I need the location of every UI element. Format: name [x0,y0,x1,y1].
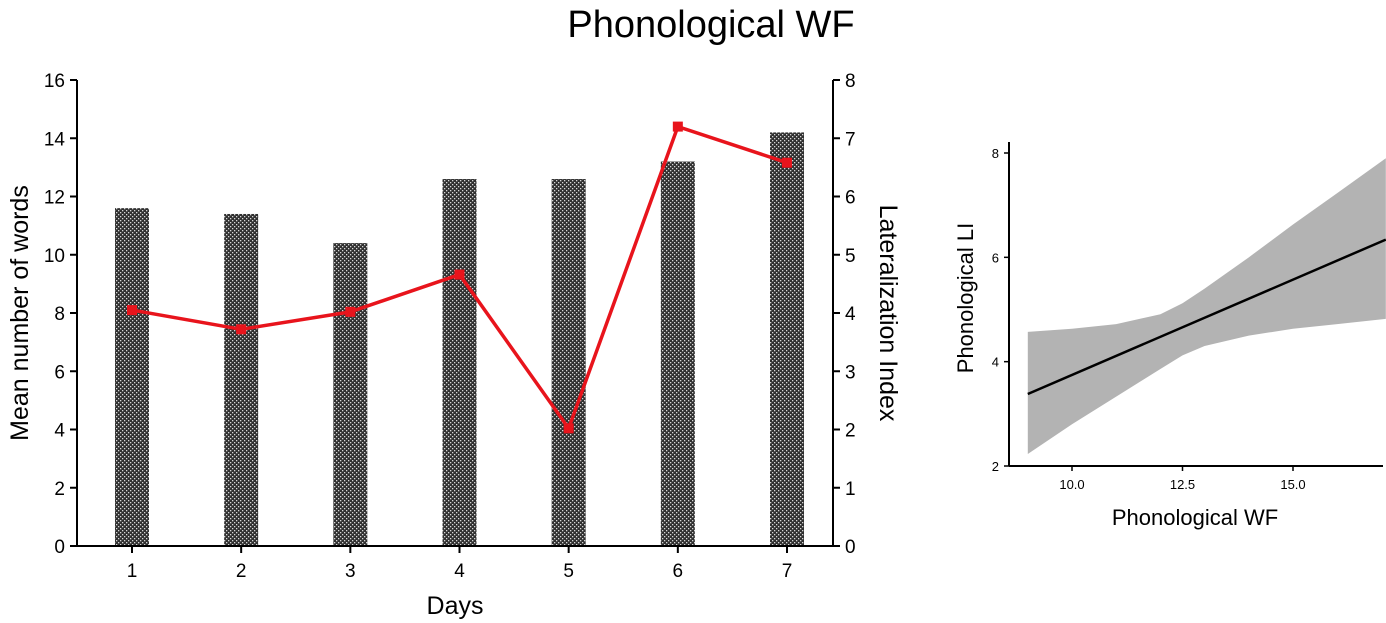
y-tick-label: 2 [54,479,65,500]
line-marker [345,306,356,317]
x-tick-label: 1 [127,561,138,582]
y-tick-label: 6 [992,250,999,265]
x-tick-label: 10.0 [1059,477,1084,492]
y-tick-label: 10 [44,246,65,267]
line-marker [127,305,137,316]
x-tick-label: 2 [236,561,247,582]
bar [551,179,586,546]
x-axis-label: Days [427,592,484,620]
x-tick-label: 15.0 [1280,477,1305,492]
x-tick-label: 3 [345,561,356,582]
y-tick-label: 6 [54,362,65,383]
y-tick-label: 8 [54,304,65,325]
bar [660,161,695,547]
x-tick-label: 6 [673,561,684,582]
right-y-axis-label: Lateralization Index [874,205,902,422]
line-marker [782,157,792,168]
right-y-tick-label: 8 [845,71,856,92]
y-tick-label: 4 [54,421,65,442]
right-y-tick-label: 4 [845,304,856,325]
right-y-tick-label: 7 [845,129,856,150]
right-y-tick-label: 6 [845,188,856,209]
bar [115,208,149,546]
y-tick-label: 2 [992,459,999,474]
line-marker [454,269,465,280]
confidence-band [1027,158,1386,455]
right-y-tick-label: 0 [845,537,856,558]
right-y-tick-label: 2 [845,421,856,442]
y-tick-label: 12 [44,188,65,209]
y-tick-label: 8 [992,146,999,161]
bar [333,243,368,546]
right-y-tick-label: 5 [845,246,856,267]
x-tick-label: 7 [782,561,793,582]
right-y-tick-label: 3 [845,362,856,383]
y-tick-label: 4 [992,355,999,370]
line-marker [672,121,683,132]
y-axis-label: Phonological LI [953,223,978,373]
y-axis-label: Mean number of words [6,185,34,441]
x-axis-label: Phonological WF [1112,505,1278,530]
page-title: Phonological WF [567,4,855,46]
bar [224,213,259,546]
bar [770,132,804,547]
x-tick-label: 5 [563,561,574,582]
bar [442,179,477,546]
line-marker [563,423,574,434]
regression-line [1027,238,1386,396]
x-tick-label: 4 [454,561,465,582]
x-tick-label: 12.5 [1170,477,1195,492]
y-tick-label: 0 [54,537,65,558]
line-marker [236,324,247,335]
y-tick-label: 14 [44,129,66,150]
right-y-tick-label: 1 [845,479,856,500]
y-tick-label: 16 [44,71,65,92]
